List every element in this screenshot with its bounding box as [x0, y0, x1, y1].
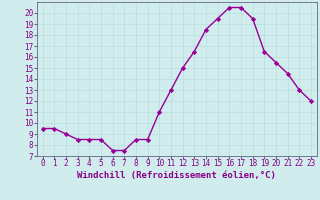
X-axis label: Windchill (Refroidissement éolien,°C): Windchill (Refroidissement éolien,°C)	[77, 171, 276, 180]
